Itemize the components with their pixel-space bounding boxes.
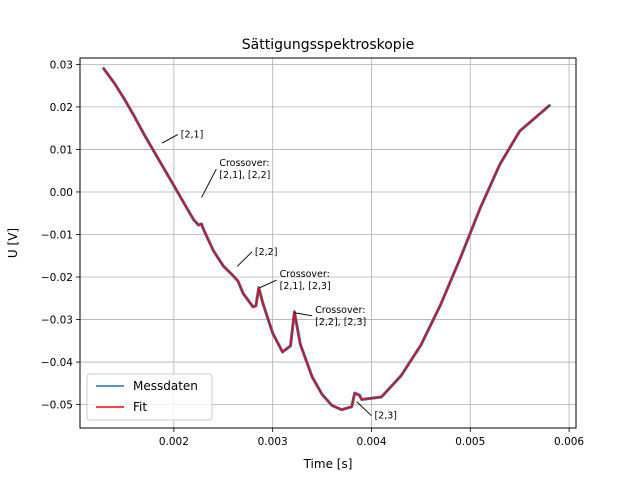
x-axis: 0.002 0.003 0.004 0.005 0.006 [159,428,584,448]
y-tick-label: −0.02 [41,272,73,284]
annotation-label: [2,3] [374,411,397,422]
y-axis-label: U [V] [6,228,20,258]
annotation-label: [2,2], [2,3] [315,317,366,328]
annotation-label: Crossover: [280,269,330,280]
x-tick-label: 0.006 [554,436,584,448]
x-axis-label: Time [s] [303,457,353,471]
annotation-arrow [259,279,277,289]
grid-lines [80,58,576,428]
y-tick-label: 0.03 [50,59,73,71]
annotation-label: Crossover: [219,158,269,169]
x-tick-label: 0.003 [258,436,288,448]
annotation-label: [2,1] [181,130,204,141]
annotations: [2,1]Crossover:[2,1], [2,2][2,2]Crossove… [161,130,397,422]
annotation-arrow [356,401,372,416]
annotation-arrow [161,134,178,144]
y-tick-label: −0.05 [41,400,73,412]
y-axis: 0.03 0.02 0.01 0.00 −0.01 −0.02 −0.03 −0.04 −0.0… [41,59,80,412]
series-line-fit [102,67,551,411]
y-tick-label: −0.01 [41,229,73,241]
x-tick-label: 0.005 [455,436,485,448]
annotation-label: [2,1], [2,3] [280,281,331,292]
chart-title: Sättigungsspektroskopie [242,37,414,53]
y-tick-label: −0.04 [41,357,73,369]
plot-area-frame [79,57,577,429]
x-tick-label: 0.002 [159,436,189,448]
series-lines [102,67,551,412]
annotation-label: Crossover: [315,305,365,316]
y-tick-label: 0.00 [50,187,73,199]
annotation-arrow [236,251,253,267]
y-tick-label: 0.02 [50,102,73,114]
legend-label-messdaten: Messdaten [133,379,198,393]
y-tick-label: 0.01 [50,144,73,156]
x-tick-label: 0.004 [356,436,386,448]
series-line-messdaten [102,67,551,412]
annotation-label: [2,2] [255,247,278,258]
y-tick-label: −0.03 [41,315,73,327]
annotation-arrow [201,168,217,198]
annotation-label: [2,1], [2,2] [219,170,270,181]
annotation-arrow [294,312,313,317]
legend: Messdaten Fit [86,373,213,421]
legend-label-fit: Fit [133,400,147,414]
